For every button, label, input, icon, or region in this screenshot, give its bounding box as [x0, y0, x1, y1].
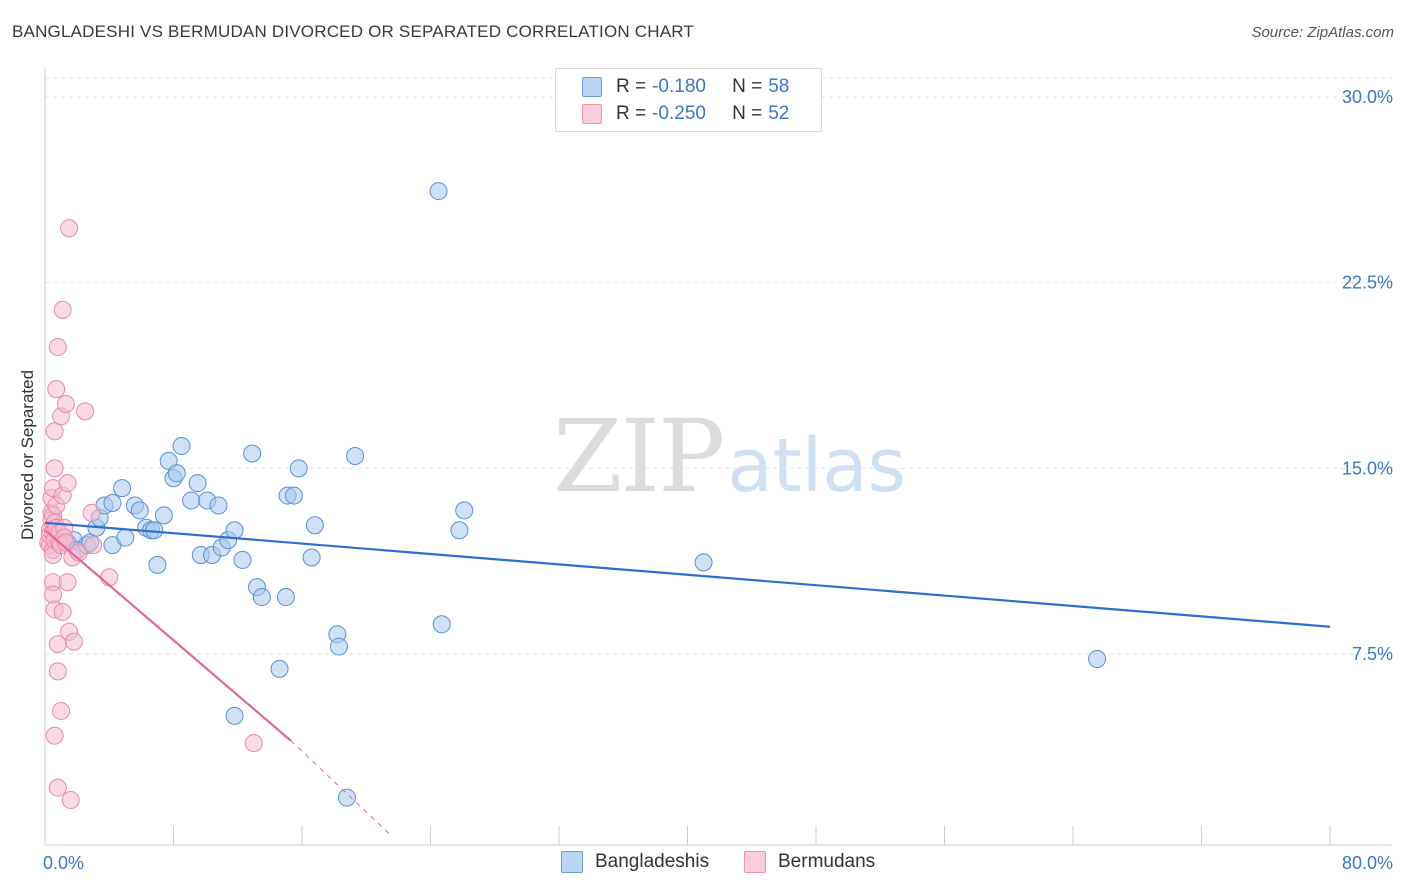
bottom-legend-bangladeshis: Bangladeshis: [561, 851, 709, 873]
bangladeshi-point: [289, 459, 308, 478]
bottom-legend-label: Bermudans: [778, 851, 876, 872]
bermudan-point: [76, 402, 95, 421]
bermudan-point: [48, 662, 67, 681]
legend-row-bermudans: R = -0.250 N = 52: [582, 101, 789, 127]
bangladeshi-point: [1088, 649, 1107, 668]
legend-swatch-pink: [582, 104, 602, 124]
bangladeshi-point: [225, 521, 244, 540]
bangladeshi-point: [450, 521, 469, 540]
bangladeshi-point: [270, 659, 289, 678]
bangladeshi-point: [346, 446, 365, 465]
bermudan-point: [52, 701, 71, 720]
bangladeshi-trend-line: [44, 521, 1331, 628]
bangladeshi-point: [130, 501, 149, 520]
bangladeshi-point: [284, 486, 303, 505]
bangladeshi-point: [148, 555, 167, 574]
bangladeshi-point: [188, 474, 207, 493]
bangladeshi-point: [243, 444, 262, 463]
bermudan-point: [45, 422, 64, 441]
bermudan-trend-line: [44, 529, 292, 742]
bermudan-point: [47, 380, 66, 399]
bermudan-point: [60, 219, 79, 238]
bangladeshi-point: [154, 506, 173, 525]
legend-r-value: -0.250: [652, 103, 706, 124]
bangladeshi-point: [694, 553, 713, 572]
bermudan-point: [45, 459, 64, 478]
bermudan-trend-extension: [290, 740, 391, 836]
bermudan-point: [244, 734, 263, 753]
bangladeshi-point: [172, 437, 191, 456]
bangladeshi-point: [182, 491, 201, 510]
bottom-legend-swatch-pink: [744, 851, 766, 873]
legend-n-value: 58: [768, 76, 790, 97]
bermudan-point: [45, 726, 64, 745]
bermudan-point: [58, 573, 77, 592]
bottom-legend-bermudans: Bermudans: [744, 851, 875, 873]
bermudan-point: [56, 394, 75, 413]
y-tick-label: 15.0%: [1342, 458, 1393, 478]
legend-swatch-blue: [582, 77, 602, 97]
bangladeshi-point: [103, 493, 122, 512]
bangladeshi-point: [429, 182, 448, 201]
bermudan-point: [53, 300, 72, 319]
correlation-legend: R = -0.180 N = 58 R = -0.250 N = 52: [555, 68, 822, 132]
bangladeshi-point: [116, 528, 135, 547]
bermudan-point: [64, 632, 83, 651]
bermudan-point: [56, 533, 75, 552]
legend-row-bangladeshis: R = -0.180 N = 58: [582, 74, 789, 100]
bangladeshi-point: [252, 588, 271, 607]
bangladeshi-point: [305, 516, 324, 535]
bangladeshi-point: [302, 548, 321, 567]
bermudan-point: [58, 474, 77, 493]
bermudan-point: [82, 503, 101, 522]
chart-title: BANGLADESHI VS BERMUDAN DIVORCED OR SEPA…: [12, 22, 695, 41]
bangladeshi-point: [329, 637, 348, 656]
bangladeshi-point: [167, 464, 186, 483]
bangladeshi-point: [209, 496, 228, 515]
x-tick-label: 80.0%: [1342, 853, 1393, 873]
bangladeshi-point: [113, 479, 132, 498]
y-axis-label: Divorced or Separated: [18, 370, 37, 540]
bangladeshi-point: [455, 501, 474, 520]
bermudan-point: [48, 338, 67, 357]
legend-n-label: N =: [732, 76, 763, 97]
bermudan-point: [48, 778, 67, 797]
bottom-legend-label: Bangladeshis: [595, 851, 710, 872]
y-tick-label: 7.5%: [1352, 644, 1393, 664]
bermudan-point: [61, 791, 80, 810]
bermudan-point: [53, 602, 72, 621]
bottom-legend-swatch-blue: [561, 851, 583, 873]
x-tick-label: 0.0%: [43, 853, 84, 873]
legend-n-label: N =: [732, 103, 763, 124]
bangladeshi-point: [276, 588, 295, 607]
y-tick-label: 22.5%: [1342, 273, 1393, 293]
legend-r-label: R =: [616, 76, 647, 97]
bermudan-point: [84, 536, 103, 555]
bangladeshi-point: [337, 788, 356, 807]
y-tick-label: 30.0%: [1342, 87, 1393, 107]
bangladeshi-point: [233, 550, 252, 569]
legend-r-value: -0.180: [652, 76, 706, 97]
bangladeshi-point: [432, 615, 451, 634]
legend-r-label: R =: [616, 103, 647, 124]
legend-n-value: 52: [768, 103, 790, 124]
source-label: Source: ZipAtlas.com: [1251, 24, 1394, 41]
bermudan-point: [100, 568, 119, 587]
bermudan-point: [44, 585, 63, 604]
bangladeshi-point: [225, 706, 244, 725]
